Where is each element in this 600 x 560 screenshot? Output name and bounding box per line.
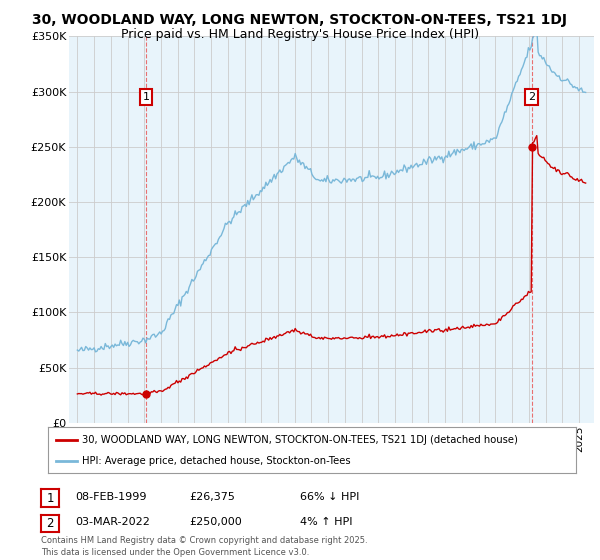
Text: 1: 1 (46, 492, 54, 505)
Text: 2: 2 (528, 92, 535, 102)
Text: £26,375: £26,375 (189, 492, 235, 502)
Text: Contains HM Land Registry data © Crown copyright and database right 2025.
This d: Contains HM Land Registry data © Crown c… (41, 536, 367, 557)
Text: 1: 1 (142, 92, 149, 102)
Text: 30, WOODLAND WAY, LONG NEWTON, STOCKTON-ON-TEES, TS21 1DJ: 30, WOODLAND WAY, LONG NEWTON, STOCKTON-… (32, 13, 568, 27)
Text: Price paid vs. HM Land Registry's House Price Index (HPI): Price paid vs. HM Land Registry's House … (121, 28, 479, 41)
Text: £250,000: £250,000 (189, 517, 242, 528)
Text: 2: 2 (46, 517, 54, 530)
Text: 30, WOODLAND WAY, LONG NEWTON, STOCKTON-ON-TEES, TS21 1DJ (detached house): 30, WOODLAND WAY, LONG NEWTON, STOCKTON-… (82, 435, 518, 445)
Text: 03-MAR-2022: 03-MAR-2022 (75, 517, 150, 528)
Text: 66% ↓ HPI: 66% ↓ HPI (300, 492, 359, 502)
Text: HPI: Average price, detached house, Stockton-on-Tees: HPI: Average price, detached house, Stoc… (82, 456, 351, 466)
Text: 4% ↑ HPI: 4% ↑ HPI (300, 517, 353, 528)
Text: 08-FEB-1999: 08-FEB-1999 (75, 492, 146, 502)
